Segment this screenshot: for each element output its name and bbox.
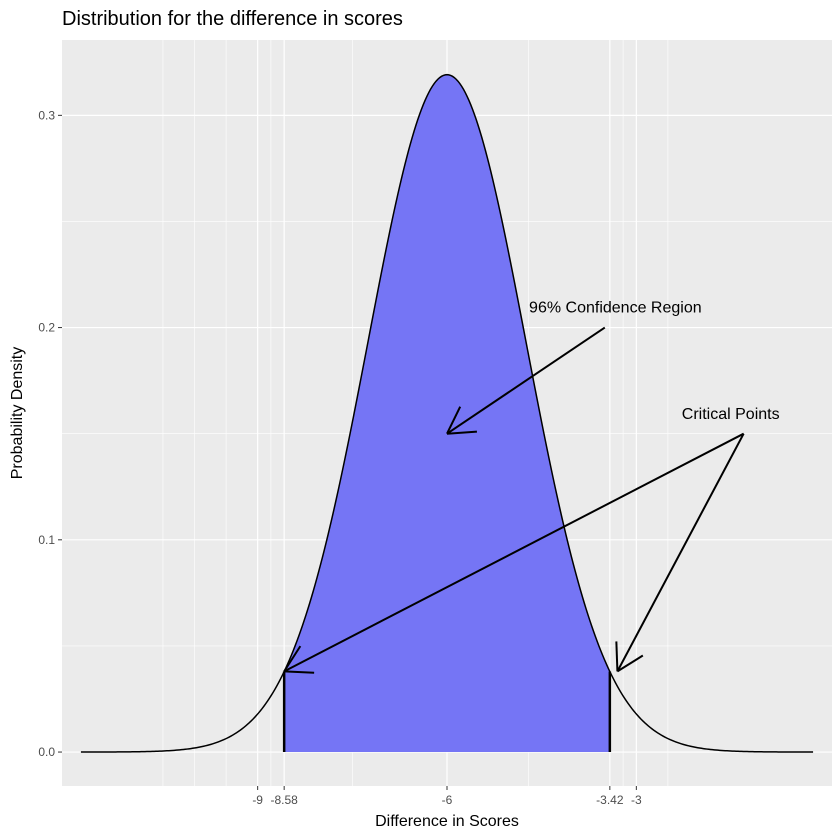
annotation-arrow-head	[446, 430, 477, 435]
annotation-label: 96% Confidence Region	[529, 300, 702, 317]
density-curve	[80, 73, 814, 753]
y-tick-label: 0.0	[38, 745, 55, 759]
x-tick-label: -9	[252, 793, 263, 807]
critical-lines-layer	[282, 671, 612, 753]
annotation-arrow-head	[446, 406, 462, 435]
y-tick-label: 0.2	[38, 321, 55, 335]
confidence-region-area	[284, 74, 610, 753]
x-axis-title: Difference in Scores	[375, 813, 519, 830]
annotations-layer: 96% Confidence Region Critical Points	[283, 300, 780, 674]
annotation-arrow-shaft	[616, 433, 745, 672]
y-axis-title: Probability Density	[9, 347, 26, 480]
y-axis: 0.0 0.1 0.2 0.3	[38, 108, 62, 759]
x-axis: -9 -8.58 -6 -3.42 -3	[252, 786, 642, 807]
density-curve-layer	[80, 73, 814, 753]
annotation-arrow-head	[284, 670, 315, 674]
chart-title: Distribution for the difference in score…	[62, 8, 403, 30]
x-tick-label: -3	[631, 793, 642, 807]
annotation-arrow-head	[616, 654, 644, 673]
annotation-arrow-head	[615, 641, 619, 672]
y-tick-label: 0.1	[38, 533, 55, 547]
x-tick-label: -8.58	[270, 793, 298, 807]
x-tick-label: -3.42	[596, 793, 624, 807]
shaded-region-layer	[284, 74, 610, 753]
annotation-arrow-head	[283, 645, 302, 672]
x-tick-label: -6	[442, 793, 453, 807]
annotation-arrow-shaft	[283, 432, 745, 673]
y-tick-label: 0.3	[38, 108, 55, 122]
annotation-arrow-shaft	[446, 326, 606, 435]
annotation-label: Critical Points	[682, 406, 780, 423]
